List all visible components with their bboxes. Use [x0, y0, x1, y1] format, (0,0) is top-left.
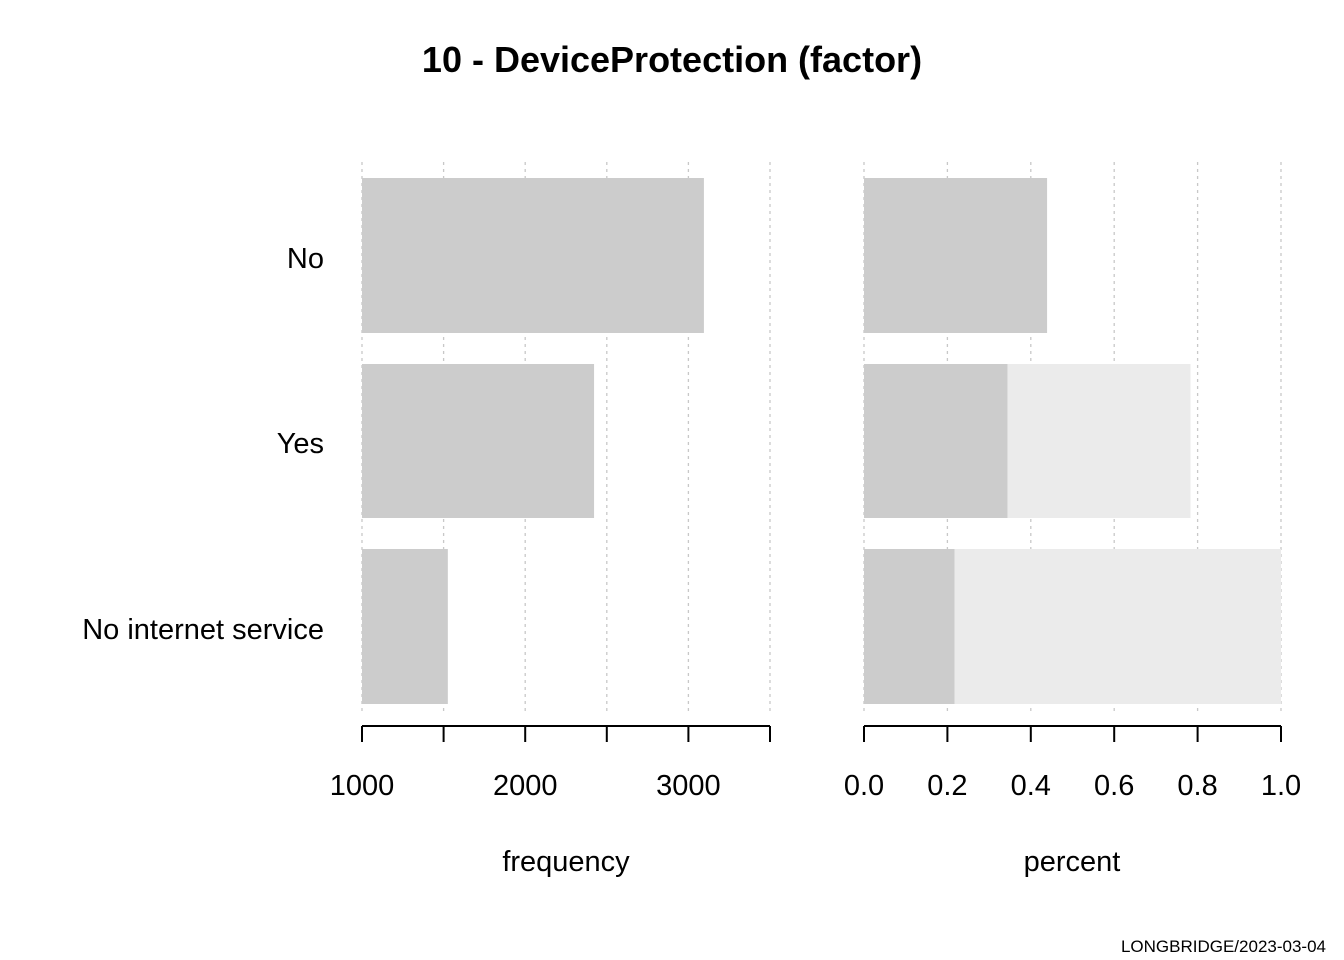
percent-bar-no-internet-service [864, 549, 955, 704]
category-label-no: No [287, 243, 324, 275]
percent-bar-no [864, 178, 1048, 333]
frequency-tick-label-0: 1000 [330, 770, 395, 802]
frequency-axis: 1000 2000 3000 [330, 725, 771, 802]
percent-panel: 0.0 0.2 0.4 0.6 0.8 1.0 percent [844, 162, 1301, 878]
frequency-tick-label-4: 3000 [656, 770, 721, 802]
percent-bar-yes [864, 364, 1008, 518]
percent-bars [864, 178, 1281, 704]
percent-tick-label-5: 1.0 [1261, 770, 1301, 802]
footer-credit: LONGBRIDGE/2023-03-04 [1121, 937, 1326, 956]
frequency-bars [362, 178, 704, 704]
percent-tick-label-3: 0.6 [1094, 770, 1134, 802]
percent-tick-label-0: 0.0 [844, 770, 884, 802]
percent-tick-label-4: 0.8 [1177, 770, 1217, 802]
percent-tick-label-2: 0.4 [1011, 770, 1051, 802]
category-labels: No Yes No internet service [82, 243, 324, 646]
frequency-panel: 1000 2000 3000 frequency [330, 162, 771, 878]
category-label-yes: Yes [277, 428, 324, 460]
frequency-tick-label-2: 2000 [493, 770, 558, 802]
frequency-bar-no [362, 178, 704, 333]
frequency-bar-yes [362, 364, 595, 518]
frequency-bar-no-internet-service [362, 549, 448, 704]
percent-axis: 0.0 0.2 0.4 0.6 0.8 1.0 [844, 725, 1301, 802]
percent-tick-label-1: 0.2 [927, 770, 967, 802]
category-label-no-internet-service: No internet service [82, 614, 324, 646]
chart-title: 10 - DeviceProtection (factor) [422, 39, 922, 80]
frequency-axis-label: frequency [502, 846, 630, 878]
percent-axis-label: percent [1024, 846, 1121, 878]
